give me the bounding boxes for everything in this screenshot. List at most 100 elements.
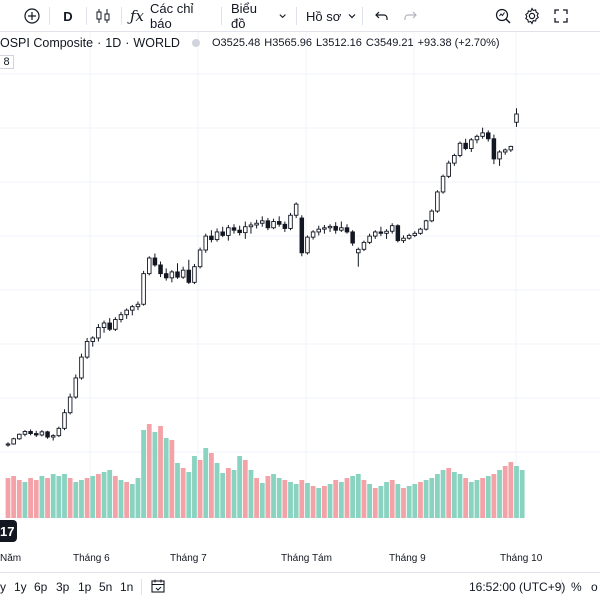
candle-body: [514, 113, 519, 123]
volume-bar: [152, 432, 158, 518]
volume-bar: [491, 474, 497, 518]
range-button-1m[interactable]: 1p: [78, 580, 92, 594]
volume-bar: [39, 476, 45, 518]
volume-bar: [62, 474, 67, 518]
candle-body: [361, 241, 367, 250]
clock-time[interactable]: 16:52:00 (UTC+9): [469, 580, 566, 594]
volume-bar: [344, 478, 350, 518]
candle-body: [169, 271, 175, 279]
calendar-icon: [151, 579, 165, 593]
volume-bar: [242, 460, 248, 518]
candle-body: [384, 230, 389, 234]
volume-bar: [451, 472, 457, 518]
candle-body: [350, 231, 355, 244]
candle-body: [73, 377, 79, 398]
volume-bar: [5, 478, 11, 518]
tradingview-logo: 17: [0, 520, 17, 542]
candle-body: [446, 162, 451, 177]
candle-body: [406, 234, 412, 239]
volume-bar: [327, 484, 333, 518]
volume-bar: [73, 482, 79, 518]
settings-button[interactable]: [522, 4, 542, 28]
volume-bar: [209, 453, 214, 518]
profile-button[interactable]: Hồ sơ: [306, 4, 358, 28]
price-chart[interactable]: 17: [0, 32, 600, 572]
candle-body: [214, 231, 220, 241]
candle-body: [180, 269, 186, 278]
range-button-1y[interactable]: 1y: [14, 580, 27, 594]
range-button-5d[interactable]: 5n: [99, 580, 113, 594]
candle-body: [486, 132, 491, 140]
legend-separator: ·: [97, 36, 102, 50]
range-button-ytd[interactable]: y: [0, 580, 6, 594]
candle-body: [113, 319, 118, 330]
range-button-1d[interactable]: 1n: [120, 580, 134, 594]
candle-body: [333, 225, 338, 231]
volume-bar: [508, 462, 514, 518]
bottom-toolbar: y 1y 6p 3p 1p 5n 1n 16:52:00 (UTC+9) % o: [0, 572, 600, 600]
candle-body: [265, 220, 271, 229]
chart-type-button[interactable]: Biểu đồ: [231, 1, 287, 31]
candle-body: [389, 225, 395, 232]
quick-search-button[interactable]: [493, 4, 513, 28]
svg-text:17: 17: [0, 524, 14, 539]
volume-bar: [333, 480, 339, 518]
chevron-down-icon: [348, 14, 356, 19]
time-axis-label: Tháng 6: [73, 553, 110, 564]
percent-scale-button[interactable]: %: [571, 580, 582, 594]
volume-bar: [288, 482, 293, 518]
volume-bar: [276, 478, 282, 518]
volume-bar: [502, 466, 508, 518]
bottombar-separator: [561, 579, 562, 595]
candle-body: [344, 227, 350, 233]
candle-body: [401, 237, 406, 242]
volume-bar: [203, 448, 209, 518]
symbol-name[interactable]: OSPI Composite: [0, 36, 94, 50]
interval-button[interactable]: D: [63, 8, 73, 24]
candle-body: [356, 248, 361, 254]
volume-bar: [67, 478, 73, 518]
volume-bar: [480, 478, 485, 518]
undo-button[interactable]: [372, 4, 392, 28]
indicator-count-badge[interactable]: 8: [0, 55, 14, 69]
candle-body: [293, 203, 299, 216]
candle-body: [175, 271, 180, 278]
toolbar-separator: [49, 7, 50, 25]
redo-button[interactable]: [400, 4, 420, 28]
log-scale-button[interactable]: o: [591, 580, 598, 594]
fullscreen-button[interactable]: [551, 4, 571, 28]
candle-body: [497, 151, 502, 160]
candle-body: [452, 155, 457, 164]
toolbar-separator: [221, 7, 222, 25]
candle-body: [197, 249, 203, 268]
candle-body: [22, 431, 28, 435]
candle-body: [502, 149, 508, 153]
candle-body: [299, 217, 305, 254]
range-button-3m[interactable]: 3p: [56, 580, 70, 594]
candle-body: [480, 132, 485, 137]
range-button-6m[interactable]: 6p: [34, 580, 48, 594]
indicators-button[interactable]: ƒx Các chỉ báo: [130, 1, 216, 31]
candle-body: [107, 322, 112, 330]
volume-bar: [474, 480, 480, 518]
volume-bar: [514, 466, 519, 518]
time-axis-label: Tháng 9: [389, 553, 426, 564]
chart-style-button[interactable]: [93, 4, 113, 28]
profile-label: Hồ sơ: [306, 8, 342, 24]
candle-body: [203, 235, 208, 251]
legend-low: L3512.16: [316, 37, 362, 49]
candle-body: [474, 135, 480, 141]
toolbar-separator: [86, 7, 87, 25]
candle-body: [288, 214, 293, 229]
add-symbol-button[interactable]: [20, 4, 44, 28]
volume-bar: [355, 474, 361, 518]
volume-bar: [96, 474, 101, 518]
candle-body: [62, 412, 67, 429]
candle-body: [469, 139, 474, 149]
goto-date-button[interactable]: [150, 578, 166, 597]
time-axis-label: Năm: [0, 553, 22, 564]
fullscreen-icon: [554, 9, 568, 23]
candle-body: [84, 340, 90, 358]
volume-bar: [28, 478, 33, 518]
candle-body: [130, 306, 135, 311]
